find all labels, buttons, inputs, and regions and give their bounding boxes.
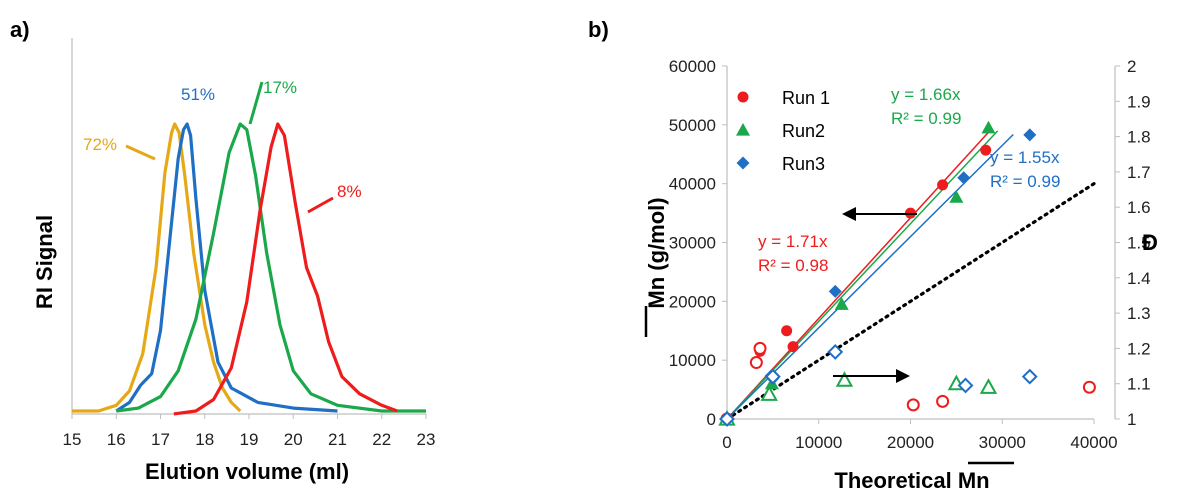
chart-b-xtick-label: 0 xyxy=(722,433,731,452)
chart-b-point-run3-left xyxy=(957,171,971,185)
chart-b-legend-marker xyxy=(736,156,750,170)
chart-b-y2tick-label: 1.2 xyxy=(1127,339,1151,358)
chart-b-ylabel: Mn (g/mol) xyxy=(644,197,669,308)
chart-a-annotation-leader xyxy=(248,81,264,125)
chart-a-xtick-label: 18 xyxy=(195,430,214,449)
chart-b-point-run3-right xyxy=(827,344,844,360)
chart-b-legend-marker xyxy=(737,91,749,103)
chart-b-xtick-label: 20000 xyxy=(887,433,934,452)
chart-b-points xyxy=(718,120,1096,427)
chart-b-fit-equation: y = 1.71x xyxy=(758,232,828,251)
chart-b-point-run1-left xyxy=(781,325,793,337)
chart-b-point-run1-left xyxy=(980,144,992,156)
chart-b-point-run1-left xyxy=(937,179,949,191)
chart-b-point-run1-right xyxy=(936,394,950,408)
panel-label-b: b) xyxy=(588,17,609,42)
chart-b-y2tick-label: 1.8 xyxy=(1127,128,1151,147)
arrow-left-head xyxy=(842,207,856,221)
chart-a-xtick-label: 15 xyxy=(63,430,82,449)
chart-b-point-run2-right xyxy=(979,378,998,394)
chart-b-ytick-label: 20000 xyxy=(669,292,716,311)
chart-b-point-run2-left xyxy=(949,190,964,203)
chart-b-fit-r2: R² = 0.98 xyxy=(758,256,828,275)
chart-b-y2label: Đ xyxy=(1142,230,1158,255)
chart-b-point-run3-right xyxy=(719,411,735,427)
chart-b-point-run1-right xyxy=(749,356,763,370)
chart-b-point-run1-right xyxy=(1082,380,1096,394)
chart-a-series-3-line xyxy=(173,122,398,416)
chart-b-xtick-label: 10000 xyxy=(795,433,842,452)
chart-b-y2tick-label: 1.5 xyxy=(1127,234,1151,253)
chart-b-fit-equation: y = 1.55x xyxy=(990,148,1060,167)
arrow-right-head xyxy=(896,369,910,383)
chart-b-point-run2-right xyxy=(760,385,778,401)
chart-b-y2tick-label: 1.1 xyxy=(1127,375,1151,394)
chart-a-tick-group: 15 16 17 18 19 20 21 22 23 xyxy=(63,414,436,449)
chart-b-ytick-label: 40000 xyxy=(669,175,716,194)
chart-b-ytick-label: 10000 xyxy=(669,351,716,370)
chart-b-ytick-label: 50000 xyxy=(669,116,716,135)
chart-a-annotation-label: 72% xyxy=(83,135,117,154)
chart-b-xtick-label: 40000 xyxy=(1070,433,1117,452)
chart-b-point-run3-right xyxy=(764,368,781,385)
chart-b-y2tick-label: 1.9 xyxy=(1127,92,1151,111)
chart-b-tick-group: 0 10000 20000 30000 40000 0 10000 20000 30000 400… xyxy=(669,57,1151,452)
chart-b-point-run1-left xyxy=(787,341,799,353)
chart-b-y2tick-label: 1.6 xyxy=(1127,198,1151,217)
chart-b-y2tick-label: 1.4 xyxy=(1127,269,1151,288)
chart-b-annotation-group: y = 1.71x R² = 0.98 y = 1.66x R² = 0.99 y = … xyxy=(758,85,1060,275)
chart-b-legend: Run 1 Run2 Run3 xyxy=(736,88,830,174)
chart-b-point-run3-right xyxy=(957,377,974,394)
chart-b-legend-label: Run3 xyxy=(782,154,825,174)
chart-b-legend-label: Run 1 xyxy=(782,88,830,108)
chart-a-xtick-label: 23 xyxy=(417,430,436,449)
chart-b-y2tick-label: 1 xyxy=(1127,410,1136,429)
chart-b: 0 10000 20000 30000 40000 0 10000 20000 30000 400… xyxy=(644,57,1158,493)
chart-b-fit-r2: R² = 0.99 xyxy=(891,109,961,128)
chart-b-point-run2-left xyxy=(834,297,849,310)
chart-a-xtick-label: 17 xyxy=(151,430,170,449)
chart-b-ytick-label: 60000 xyxy=(669,57,716,76)
chart-b-point-run3-left xyxy=(828,284,842,298)
chart-b-point-run3-left xyxy=(1023,128,1037,142)
chart-a-annotation-group: 72% 51% 17% 8% xyxy=(83,78,362,214)
chart-b-ytick-label: 30000 xyxy=(669,234,716,253)
chart-a-annotation-label: 8% xyxy=(337,182,362,201)
chart-a-xlabel: Elution volume (ml) xyxy=(145,459,349,484)
chart-b-xlabel: Theoretical Mn xyxy=(834,468,989,493)
chart-b-legend-label: Run2 xyxy=(782,121,825,141)
chart-a-series-0-line xyxy=(72,122,242,413)
chart-b-point-run2-left xyxy=(981,120,996,134)
chart-a-annotation-leader xyxy=(125,144,156,161)
chart-a-xtick-label: 16 xyxy=(107,430,126,449)
chart-b-point-run1-right xyxy=(753,341,767,355)
chart-b-point-run3-right xyxy=(1021,368,1038,385)
chart-a: 15 16 17 18 19 20 21 22 23 72% 51% 17% 8% Elution v… xyxy=(32,38,435,484)
chart-b-xtick-label: 30000 xyxy=(979,433,1026,452)
panel-label-a: a) xyxy=(10,17,30,42)
chart-b-fit-r2: R² = 0.99 xyxy=(990,172,1060,191)
chart-b-fit-equation: y = 1.66x xyxy=(891,85,961,104)
chart-a-series-2-line xyxy=(116,122,426,413)
chart-a-series-group xyxy=(72,122,426,416)
chart-b-y2tick-label: 2 xyxy=(1127,57,1136,76)
chart-b-legend-marker xyxy=(736,123,750,136)
chart-a-xtick-label: 20 xyxy=(284,430,303,449)
chart-a-series-1-line xyxy=(115,122,338,413)
chart-b-y2tick-label: 1.7 xyxy=(1127,163,1151,182)
chart-a-xtick-label: 22 xyxy=(372,430,391,449)
chart-b-y2tick-label: 1.3 xyxy=(1127,304,1151,323)
chart-a-xtick-label: 19 xyxy=(240,430,259,449)
chart-a-annotation-label: 17% xyxy=(263,78,297,97)
chart-b-point-run2-right xyxy=(835,371,854,387)
chart-b-reference-line xyxy=(725,182,1096,421)
chart-a-ylabel: RI Signal xyxy=(32,215,57,309)
chart-a-annotation-label: 51% xyxy=(181,85,215,104)
chart-a-xtick-label: 21 xyxy=(328,430,347,449)
chart-b-point-run1-right xyxy=(906,398,920,412)
chart-b-ytick-label: 0 xyxy=(707,410,716,429)
chart-a-annotation-leader xyxy=(307,196,334,214)
